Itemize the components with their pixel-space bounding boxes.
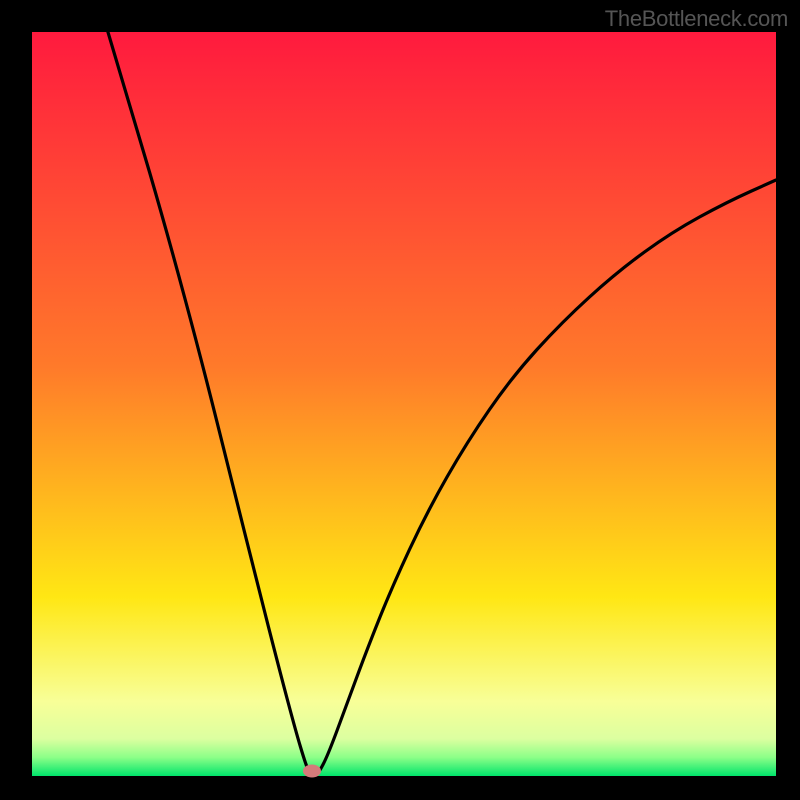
curve-path xyxy=(102,32,776,776)
bottleneck-curve xyxy=(32,32,776,776)
chart-plot-area xyxy=(32,32,776,776)
optimum-marker xyxy=(303,764,321,777)
watermark-text: TheBottleneck.com xyxy=(605,6,788,32)
